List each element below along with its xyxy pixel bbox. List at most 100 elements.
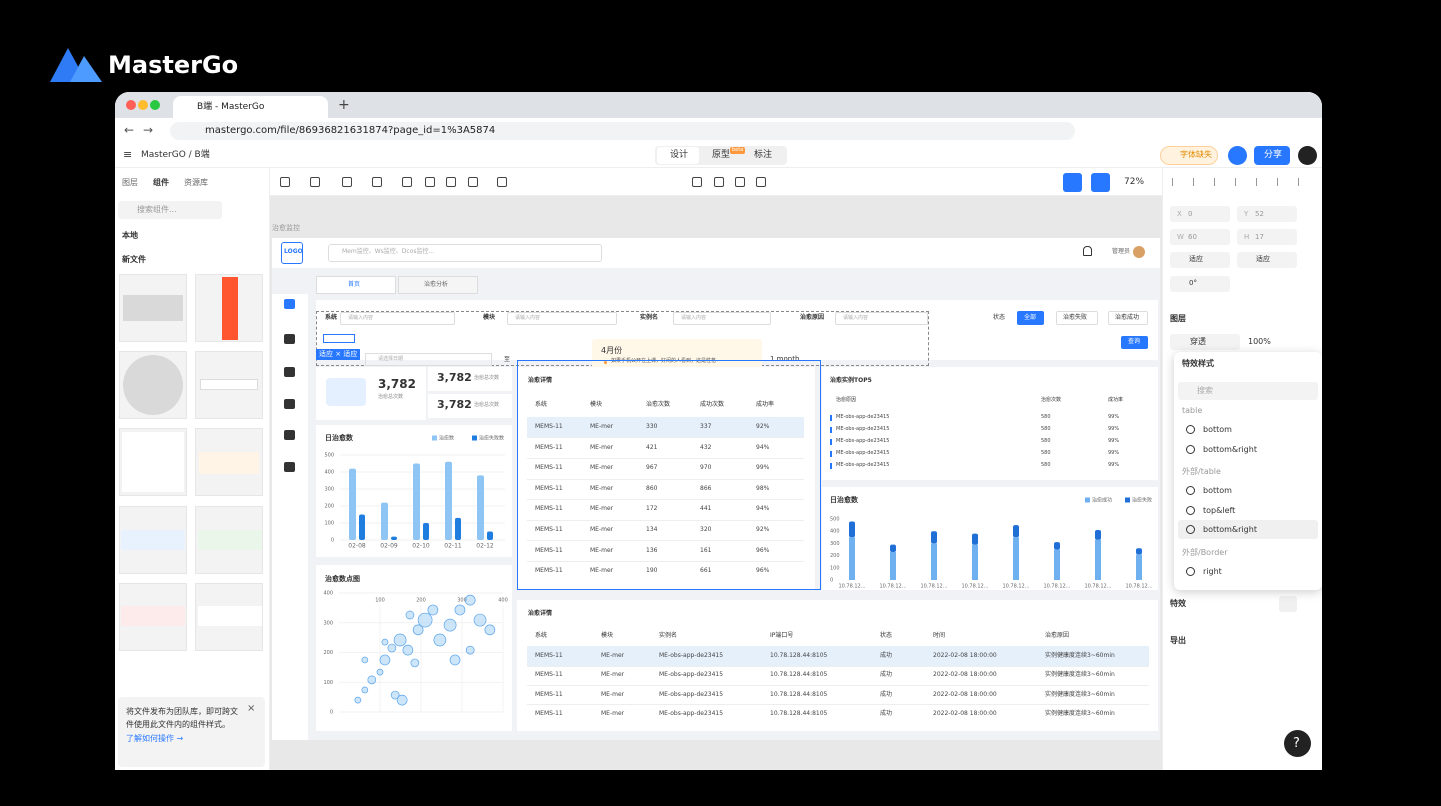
table-cell: ME-obs-app-de23415 — [659, 652, 724, 659]
filter-input[interactable] — [835, 312, 928, 325]
bell[interactable] — [1083, 246, 1092, 256]
query-label[interactable]: 查询 — [1128, 338, 1141, 345]
popup-item[interactable]: bottom&right — [1203, 444, 1257, 454]
y-tick-label: 100 — [830, 565, 840, 571]
tooltip-title: 4月份 — [601, 346, 623, 355]
prop-field[interactable] — [1237, 229, 1297, 245]
share-btn[interactable] — [1254, 146, 1290, 165]
help-text[interactable]: ? — [1293, 736, 1300, 751]
status-option[interactable] — [1017, 311, 1044, 325]
prop-field[interactable] — [1170, 229, 1230, 245]
tool-icon[interactable] — [497, 177, 507, 187]
prop-label: H — [1244, 233, 1250, 241]
nav-back[interactable]: ← — [124, 123, 135, 137]
popup-item[interactable]: top&left — [1203, 505, 1236, 515]
help-btn[interactable] — [1284, 730, 1311, 757]
resize-field[interactable] — [1170, 252, 1230, 268]
thumb-calendar — [122, 432, 184, 492]
status-option[interactable] — [1056, 311, 1098, 325]
popup-item[interactable]: bottom&right — [1203, 525, 1257, 534]
notice-text: 将文件发布为团队库，即可跨文件使用此文件内的组件样式。 — [126, 707, 238, 729]
nav-icon[interactable] — [284, 334, 295, 344]
font-warning[interactable] — [1160, 146, 1218, 165]
tool-icon[interactable] — [714, 177, 724, 187]
tool-icon[interactable] — [280, 177, 290, 187]
status-option[interactable] — [1108, 311, 1148, 325]
tool-icon[interactable] — [468, 177, 478, 187]
panel-tab[interactable]: 组件 — [153, 178, 169, 187]
top-marker — [830, 415, 832, 421]
table-cell: ME-mer — [590, 464, 614, 472]
resize-field[interactable] — [1237, 252, 1297, 268]
page-tab[interactable] — [398, 276, 478, 294]
nav-icon[interactable] — [284, 367, 295, 377]
tool-icon[interactable] — [372, 177, 382, 187]
share-text[interactable]: 分享 — [1264, 150, 1283, 160]
prop-field[interactable] — [1170, 206, 1230, 222]
zoom[interactable]: 72% — [1124, 177, 1145, 187]
play-btn[interactable] — [1298, 146, 1317, 165]
table-cell: ME-mer — [590, 505, 614, 513]
bar — [849, 521, 855, 538]
rotation-field[interactable] — [1170, 276, 1230, 292]
align-icon — [1172, 178, 1180, 186]
page-tab[interactable] — [316, 276, 396, 294]
prop-field[interactable] — [1237, 206, 1297, 222]
tool-icon[interactable] — [402, 177, 412, 187]
status-option-label[interactable]: 治愈失败 — [1063, 314, 1088, 321]
notice-close[interactable]: × — [247, 703, 256, 714]
panel-tab[interactable]: 图层 — [122, 178, 138, 187]
tool-icon[interactable] — [756, 177, 766, 187]
legend-label: 治愈失败 — [1132, 497, 1152, 504]
tool-icon[interactable] — [446, 177, 456, 187]
popup-item[interactable]: bottom — [1203, 486, 1232, 495]
nav-forward[interactable]: → — [143, 123, 154, 137]
traffic-light — [150, 100, 160, 110]
popup-item[interactable]: bottom — [1203, 425, 1232, 434]
mode-tab[interactable]: 设计 — [670, 150, 689, 160]
toolbar — [270, 168, 1162, 196]
effects-add[interactable] — [1279, 596, 1297, 612]
nav-icon[interactable] — [284, 430, 295, 440]
mode-tab[interactable]: 标注 — [754, 150, 773, 160]
mode-tab[interactable]: 原型 — [712, 150, 731, 160]
table-row-highlight — [527, 646, 1149, 666]
nav-icon[interactable] — [284, 399, 295, 409]
page-tab-label[interactable]: 首页 — [348, 281, 361, 288]
menu[interactable]: ≡ — [123, 148, 133, 161]
tool-icon[interactable] — [310, 177, 320, 187]
filter-input[interactable] — [673, 312, 771, 325]
status-option-label[interactable]: 全部 — [1024, 314, 1037, 321]
prop-value: 52 — [1255, 210, 1264, 218]
status-option-label[interactable]: 治愈成功 — [1115, 314, 1140, 321]
new-tab[interactable]: + — [338, 97, 350, 113]
tool-icon[interactable] — [342, 177, 352, 187]
nav-icon[interactable] — [284, 462, 295, 472]
tool-icon[interactable] — [692, 177, 702, 187]
tool-btn[interactable] — [1091, 173, 1110, 192]
popup-item[interactable]: right — [1203, 566, 1222, 576]
tool-icon[interactable] — [735, 177, 745, 187]
filter-input[interactable] — [340, 312, 455, 325]
query-btn[interactable] — [1121, 336, 1148, 349]
table-cell: 580 — [1041, 438, 1051, 444]
tool-btn[interactable] — [1063, 173, 1082, 192]
tooltip-line: 如果手机公开在上课，好闲的人看到，这是性格 — [611, 358, 717, 364]
page-tab-label[interactable]: 治愈分析 — [424, 281, 449, 288]
tool-icon[interactable] — [425, 177, 435, 187]
browser-tab-title: B端 - MasterGo — [197, 102, 265, 112]
y-tick-label: 300 — [830, 541, 840, 547]
bar — [1136, 554, 1142, 580]
table-cell: 2022-02-08 18:00:00 — [933, 690, 997, 698]
chart-title: 日治愈数 — [830, 495, 859, 504]
filter-input[interactable] — [507, 312, 617, 325]
notice-link[interactable]: 了解如何操作 → — [126, 734, 184, 743]
panel-tab[interactable]: 资源库 — [184, 178, 208, 187]
blend-field[interactable] — [1170, 334, 1240, 350]
date-input — [365, 353, 492, 366]
table-cell: ME-obs-app-de23415 — [659, 690, 724, 698]
resize-value: 适应 — [1256, 255, 1270, 263]
nav-icon[interactable] — [284, 299, 295, 309]
traffic-light — [138, 100, 148, 110]
scatter-point — [390, 690, 400, 700]
